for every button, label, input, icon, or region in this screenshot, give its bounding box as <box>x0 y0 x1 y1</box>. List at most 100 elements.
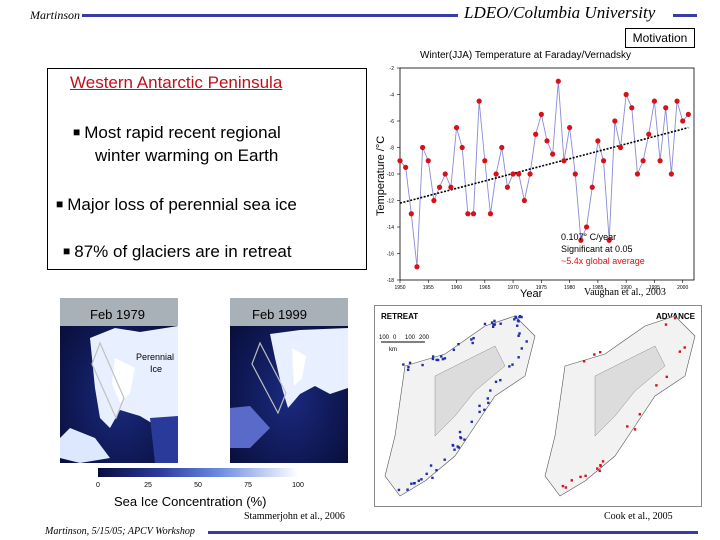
glacier-marker <box>513 318 516 321</box>
glacier-marker <box>561 484 565 488</box>
glacier-marker <box>517 356 520 359</box>
glacier-marker <box>491 325 495 328</box>
x-tick-label: 2000 <box>677 285 688 291</box>
data-point <box>634 171 641 177</box>
y-axis-label: Temperature /°C <box>375 136 387 216</box>
sea-ice-panel: Feb 1979 Perennial Ice Feb 1999 0 25 50 75 1… <box>60 298 356 512</box>
data-point <box>589 184 595 190</box>
glacier-marker <box>582 360 586 363</box>
y-tick-label: -4 <box>390 93 395 99</box>
glacier-marker <box>570 479 574 482</box>
y-tick-label: -2 <box>390 66 395 72</box>
glacier-marker <box>599 350 602 354</box>
colorbar <box>98 468 298 477</box>
bullet-square-icon: ■ <box>73 125 81 139</box>
glacier-marker <box>633 428 637 431</box>
data-point <box>680 118 686 124</box>
glacier-marker <box>511 363 514 366</box>
glacier-marker <box>518 332 521 335</box>
data-point <box>527 171 533 177</box>
x-tick-label: 1950 <box>394 285 405 291</box>
glacier-marker <box>457 342 460 346</box>
glacier-marker <box>499 322 502 325</box>
bullet-2-text: Major loss of perennial sea ice <box>67 195 297 214</box>
data-point <box>493 171 499 177</box>
x-tick-label: 1980 <box>564 285 575 291</box>
scale-unit: km <box>389 347 397 353</box>
glacier-marker <box>655 384 658 387</box>
label-feb-1999: Feb 1999 <box>252 307 307 322</box>
data-point <box>606 237 612 243</box>
colorbar-tick-label: 25 <box>144 482 152 489</box>
data-point <box>550 151 556 157</box>
glacier-marker <box>429 464 433 467</box>
glacier-marker <box>412 482 416 485</box>
ice-map-1999: Feb 1999 <box>230 298 348 463</box>
data-point <box>567 125 573 131</box>
glacier-marker <box>451 444 455 447</box>
data-point <box>685 111 691 117</box>
data-point <box>600 158 607 164</box>
data-point <box>651 98 658 104</box>
colorbar-tick-label: 100 <box>292 482 304 489</box>
data-point <box>572 171 578 177</box>
colorbar-tick-label: 50 <box>194 482 202 489</box>
glacier-marker <box>408 361 412 365</box>
glacier-marker <box>402 363 405 366</box>
glacier-marker <box>463 438 466 441</box>
glacier-marker <box>494 380 498 384</box>
glacier-marker <box>517 320 520 323</box>
stammerjohn-citation: Stammerjohn et al., 2006 <box>244 511 345 522</box>
data-point <box>521 197 527 204</box>
glacier-marker <box>490 321 494 324</box>
data-point <box>663 105 669 111</box>
retreat-glacier-dots <box>397 315 528 492</box>
glacier-maps-svg: RETREAT ADVANCE 100 0 100 200 km <box>379 312 696 497</box>
ice-map-1979: Feb 1979 Perennial Ice <box>60 298 178 463</box>
scale-bar: 100 0 100 200 km <box>379 335 430 353</box>
glacier-marker <box>508 365 511 368</box>
scale-label-1: 0 <box>393 335 397 341</box>
data-point <box>668 171 674 177</box>
data-point <box>595 138 601 144</box>
glacier-marker <box>440 355 443 358</box>
bullet-1-text: Most rapid recent regional <box>84 123 281 142</box>
y-tick-label: -18 <box>387 278 394 284</box>
data-point <box>420 144 426 151</box>
y-tick-label: -6 <box>390 119 395 125</box>
glacier-marker <box>599 464 602 467</box>
data-point <box>657 158 663 164</box>
glacier-marker <box>517 334 520 337</box>
x-tick-label: 1965 <box>479 285 490 291</box>
glacier-marker <box>406 368 410 372</box>
glacier-marker <box>431 357 435 361</box>
bullet-square-icon: ■ <box>63 244 71 258</box>
glacier-marker <box>441 357 445 361</box>
author-label: Martinson <box>30 8 81 22</box>
glacier-marker <box>516 324 519 327</box>
glacier-marker <box>456 445 459 448</box>
glacier-marker <box>598 469 601 473</box>
bullet-3-text: 87% of glaciers are in retreat <box>74 242 292 261</box>
glacier-marker <box>493 323 497 326</box>
glacier-marker <box>486 397 489 400</box>
advance-glacier-dots <box>561 316 686 489</box>
y-tick-label: -14 <box>387 225 394 231</box>
glacier-marker <box>458 430 462 434</box>
chart-title: Winter(JJA) Temperature at Faraday/Verna… <box>420 50 631 61</box>
glacier-marker <box>579 475 582 479</box>
bullet-1: ■ Most rapid recent regional <box>73 122 281 143</box>
scale-label-2: 100 <box>405 335 416 341</box>
glacier-marker <box>410 482 413 485</box>
glacier-marker <box>499 378 502 382</box>
data-point <box>476 98 482 104</box>
glacier-marker <box>626 425 629 428</box>
chart-points <box>397 78 691 270</box>
data-point <box>431 197 437 204</box>
glacier-marker <box>406 488 409 491</box>
glacier-marker <box>421 363 424 367</box>
glacier-marker <box>487 401 490 405</box>
glacier-marker <box>478 410 481 414</box>
x-tick-label: 1985 <box>592 285 603 291</box>
